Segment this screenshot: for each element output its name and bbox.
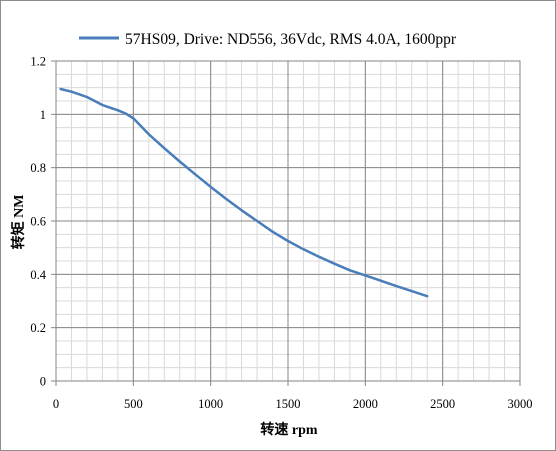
legend-label: 57HS09, Drive: ND556, 36Vdc, RMS 4.0A, 1… xyxy=(125,31,457,48)
x-tick-label: 500 xyxy=(124,397,143,411)
x-tick-label: 1000 xyxy=(198,397,223,411)
x-tick-label: 2000 xyxy=(353,397,378,411)
y-tick-label: 1.2 xyxy=(30,55,46,69)
y-tick-label: 1 xyxy=(40,108,46,122)
x-axis-ticks: 0 500 1000 1500 2000 2500 3000 xyxy=(53,381,533,411)
major-gridlines xyxy=(55,60,521,382)
y-axis-title: 转矩 NM xyxy=(10,195,27,250)
x-axis-title: 转速 rpm xyxy=(260,421,317,438)
y-tick-label: 0.6 xyxy=(30,215,46,229)
y-tick-label: 0.8 xyxy=(30,161,46,175)
x-tick-label: 1500 xyxy=(276,397,301,411)
y-tick-label: 0.2 xyxy=(30,321,46,335)
x-tick-label: 0 xyxy=(53,397,59,411)
legend: 57HS09, Drive: ND556, 36Vdc, RMS 4.0A, 1… xyxy=(79,31,457,48)
series-layer xyxy=(59,87,429,298)
x-tick-label: 2500 xyxy=(430,397,455,411)
y-tick-label: 0.4 xyxy=(30,268,46,282)
y-tick-label: 0 xyxy=(40,375,46,389)
y-axis-ticks: 0 0.2 0.4 0.6 0.8 1 1.2 xyxy=(30,55,56,389)
x-tick-label: 3000 xyxy=(508,397,533,411)
series-line xyxy=(59,87,429,298)
